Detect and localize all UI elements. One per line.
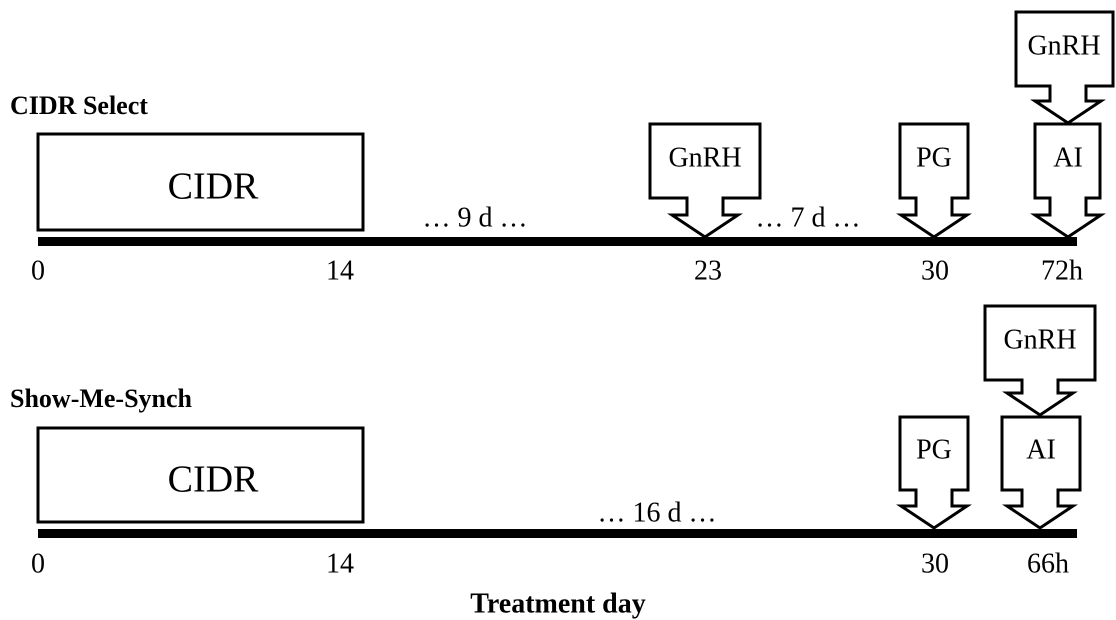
- protocol-title: CIDR Select: [10, 91, 148, 120]
- tick-label: 66h: [1027, 548, 1069, 579]
- callout: [1000, 415, 1082, 530]
- callout-label: PG: [916, 434, 952, 465]
- tick-label: 30: [921, 255, 949, 286]
- tick-label: 0: [31, 255, 45, 286]
- callout: [1014, 10, 1115, 125]
- axis-title: Treatment day: [470, 588, 646, 619]
- timeline: [38, 237, 1077, 246]
- callout: [983, 304, 1097, 417]
- callout-label: AI: [1026, 434, 1056, 465]
- callout: [896, 122, 972, 239]
- callout: [896, 415, 972, 530]
- callout-label: GnRH: [1003, 324, 1076, 355]
- tick-label: 14: [326, 255, 354, 286]
- tick-label: 14: [326, 548, 354, 579]
- tick-label: 23: [694, 255, 722, 286]
- interval: … 16 d …: [598, 497, 717, 528]
- callout: [1030, 122, 1106, 239]
- interval: … 9 d …: [423, 202, 528, 233]
- callout-label: GnRH: [668, 142, 741, 173]
- cidr-box: [36, 132, 365, 232]
- protocol-title: Show-Me-Synch: [10, 384, 193, 413]
- callout-label: GnRH: [1027, 30, 1100, 61]
- tick-label: 30: [921, 548, 949, 579]
- interval: … 7 d …: [756, 202, 861, 233]
- timeline: [38, 529, 1077, 538]
- tick-label: 72h: [1041, 255, 1083, 286]
- cidr-label: CIDR: [168, 166, 259, 208]
- callout: [648, 122, 762, 239]
- cidr-label: CIDR: [168, 459, 259, 501]
- cidr-box: [36, 426, 365, 524]
- callout-label: PG: [916, 142, 952, 173]
- callout-label: AI: [1053, 142, 1083, 173]
- tick-label: 0: [31, 548, 45, 579]
